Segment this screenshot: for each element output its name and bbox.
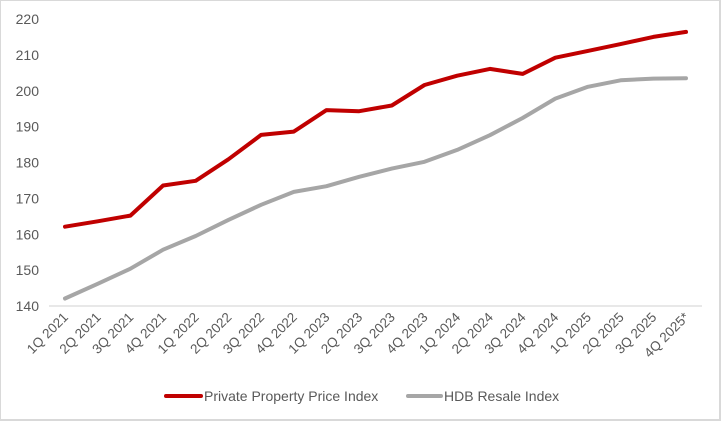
y-tick-label: 200 <box>16 83 40 99</box>
legend-label: Private Property Price Index <box>204 388 378 404</box>
y-tick-label: 210 <box>16 47 40 63</box>
y-tick-label: 170 <box>16 190 40 206</box>
legend-item: Private Property Price Index <box>164 388 378 404</box>
legend: Private Property Price Index HDB Resale I… <box>164 388 559 404</box>
y-tick-label: 180 <box>16 155 40 171</box>
y-tick-label: 220 <box>16 11 40 27</box>
y-tick-label: 140 <box>16 298 40 314</box>
legend-label: HDB Resale Index <box>444 388 559 404</box>
legend-item: HDB Resale Index <box>406 388 559 404</box>
y-axis: 140 150 160 170 180 190 200 210 220 <box>16 11 40 314</box>
y-tick-label: 160 <box>16 226 40 242</box>
y-tick-label: 150 <box>16 262 40 278</box>
y-tick-label: 190 <box>16 119 40 135</box>
series-group <box>63 29 688 301</box>
series-line-hdb-resale-index <box>63 76 688 301</box>
series-line-private-property-price-index <box>63 29 688 229</box>
